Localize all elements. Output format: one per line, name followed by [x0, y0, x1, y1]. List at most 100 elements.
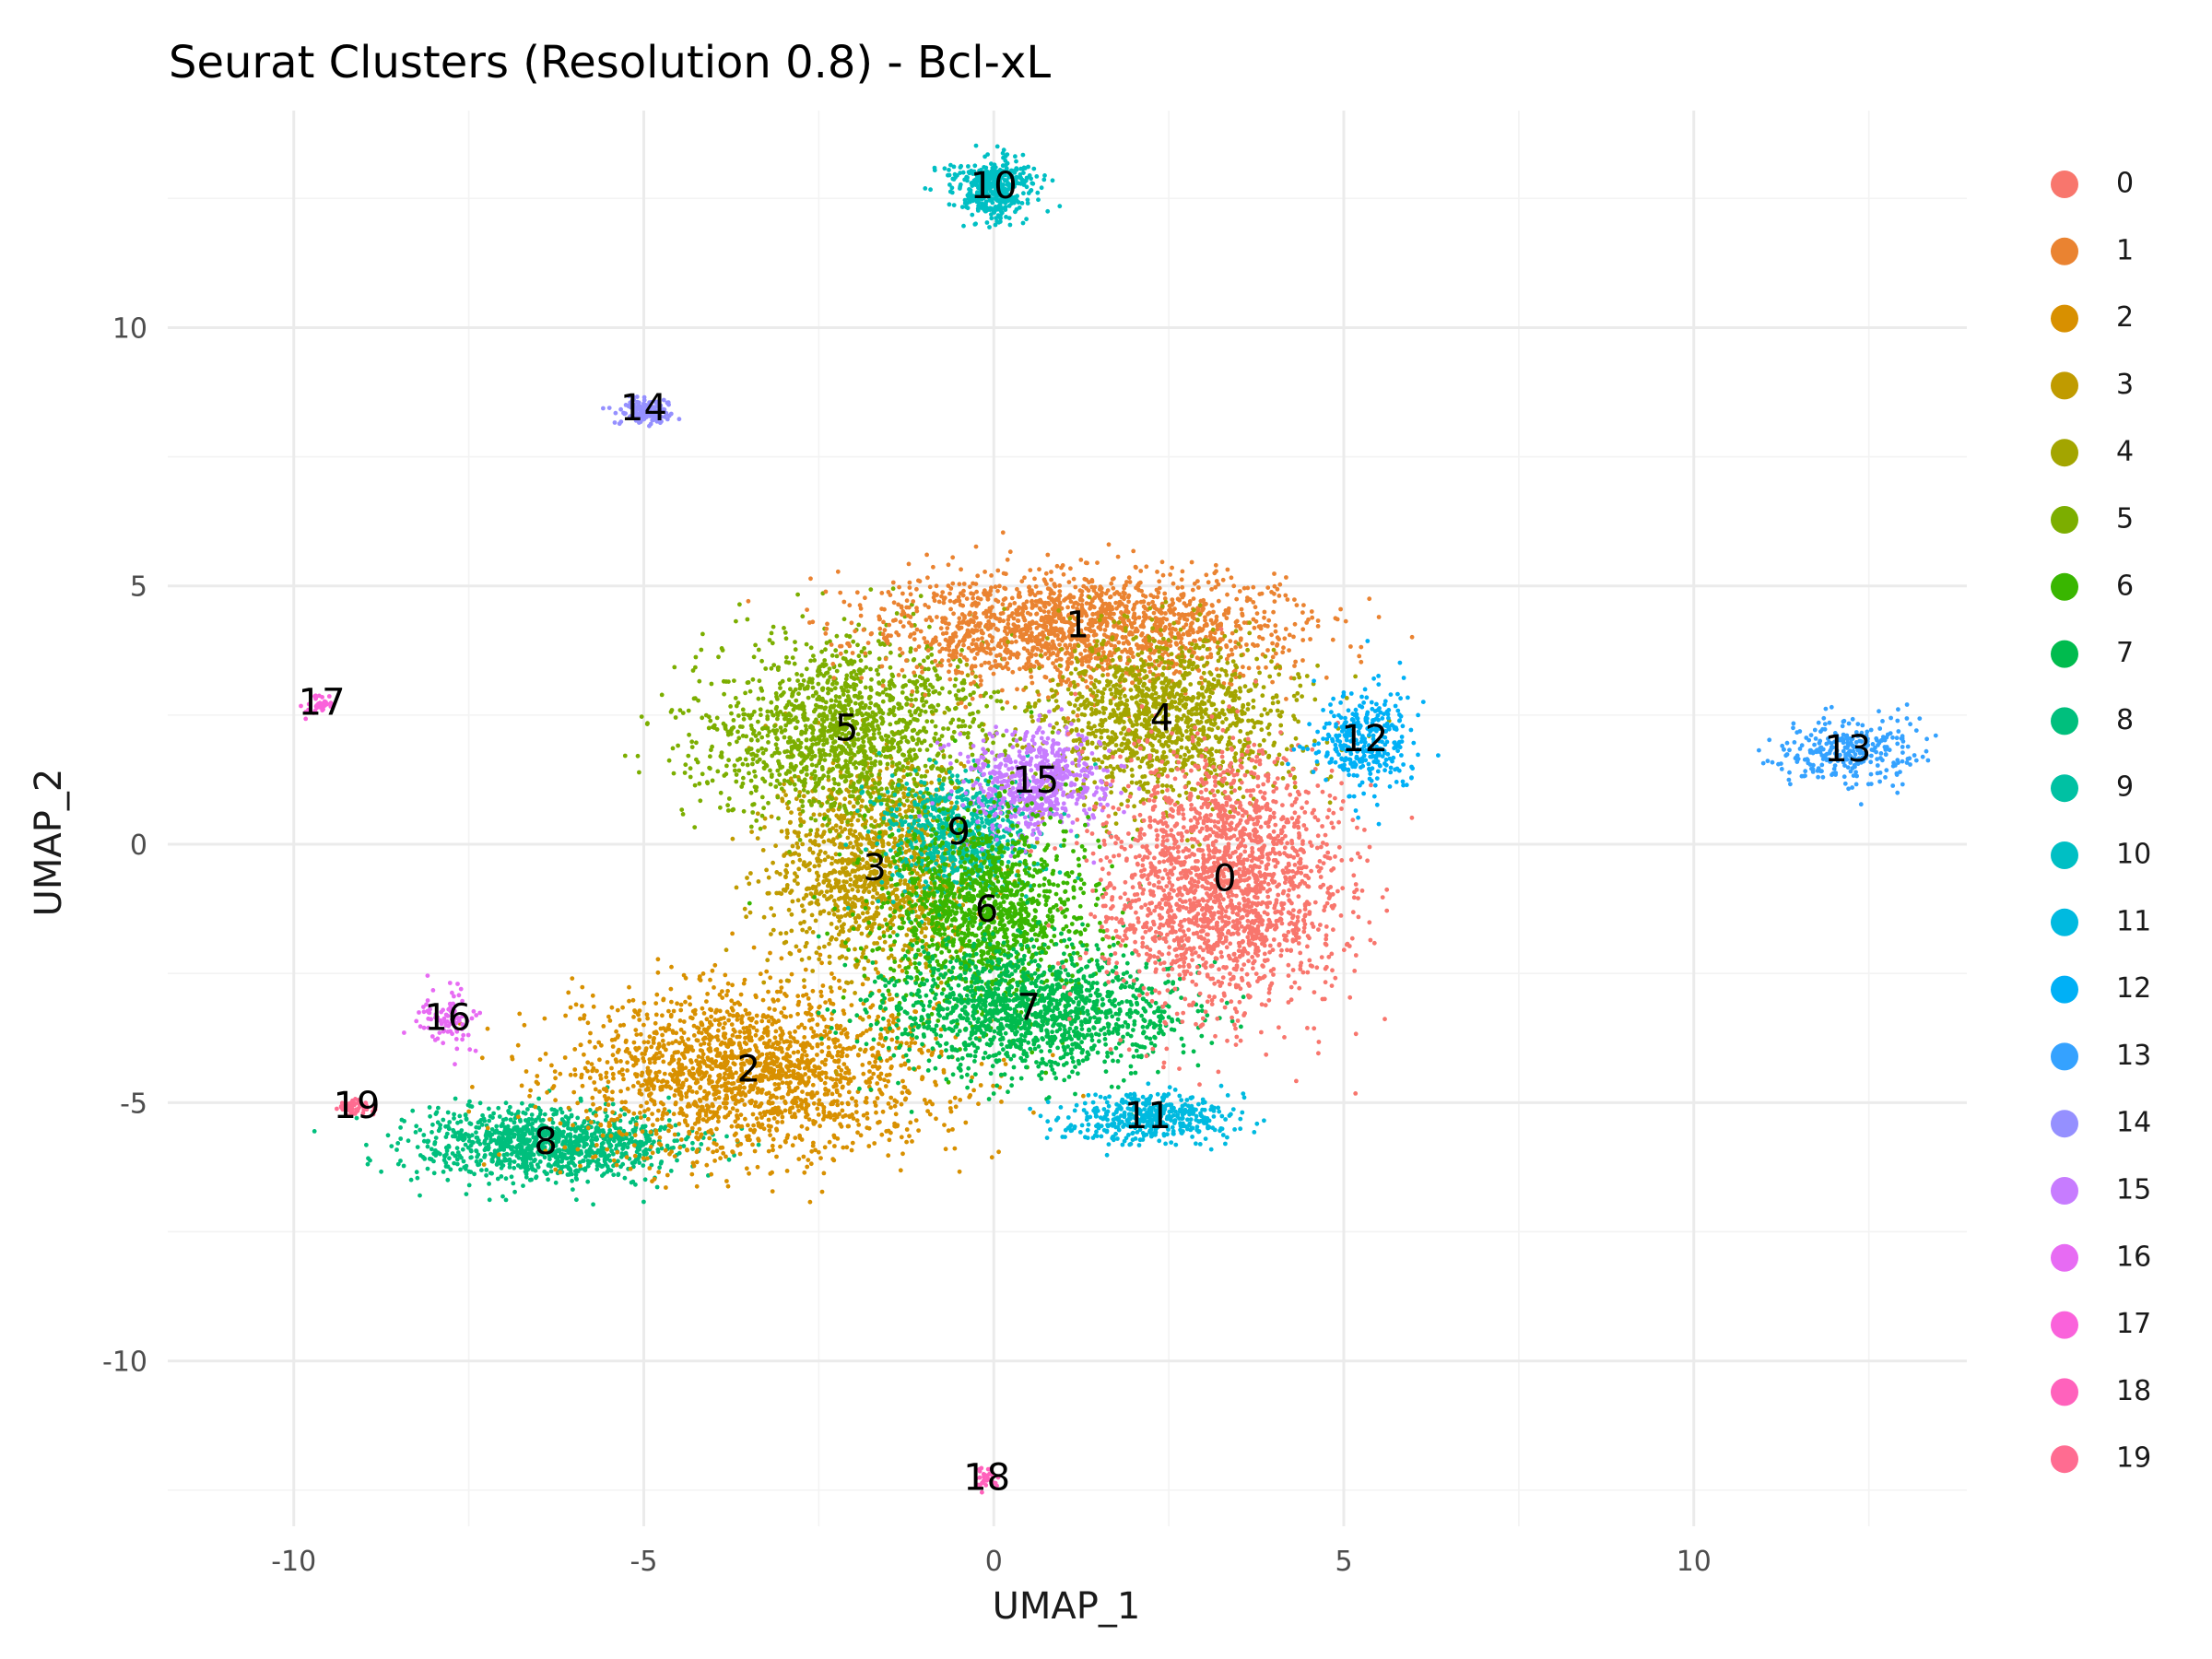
cell-point — [723, 1041, 727, 1046]
cell-point — [801, 1154, 806, 1159]
cell-point — [748, 747, 754, 751]
cell-point — [889, 883, 895, 888]
cell-point — [803, 967, 808, 972]
cell-point — [495, 1138, 500, 1144]
cell-point — [886, 1018, 891, 1024]
cell-point — [724, 1093, 729, 1098]
cell-point — [581, 1138, 585, 1144]
cell-point — [646, 1072, 652, 1077]
cell-point — [570, 1155, 574, 1160]
cell-point — [903, 809, 909, 814]
cell-point — [737, 1034, 742, 1040]
cell-point — [829, 888, 833, 893]
cell-point — [783, 1054, 789, 1060]
cell-point — [734, 1131, 738, 1136]
cell-point — [822, 944, 827, 949]
cell-point — [825, 800, 830, 805]
cell-point — [742, 1102, 747, 1107]
cell-point — [904, 1041, 910, 1046]
cell-point — [509, 1146, 513, 1151]
cell-point — [593, 1136, 598, 1142]
cell-point — [524, 1137, 530, 1142]
cell-point — [436, 1105, 441, 1111]
cell-point — [694, 1135, 699, 1140]
cell-point — [846, 857, 852, 862]
cell-point — [877, 988, 882, 994]
cell-point — [657, 1135, 663, 1140]
cell-point — [853, 1110, 859, 1114]
cell-point — [721, 1150, 726, 1156]
cell-point — [565, 1172, 571, 1177]
cell-point — [739, 1020, 745, 1025]
cell-point — [853, 991, 857, 995]
cell-point — [717, 1021, 723, 1027]
cell-point — [959, 648, 964, 653]
cell-point — [811, 1100, 817, 1106]
cell-point — [908, 1120, 913, 1125]
cell-point — [513, 1146, 519, 1150]
cell-point — [831, 975, 837, 981]
cell-point — [766, 1117, 771, 1123]
cell-point — [737, 1002, 743, 1007]
cell-point — [796, 853, 802, 857]
cell-point — [681, 1053, 687, 1058]
cell-point — [750, 802, 755, 807]
cell-point — [833, 796, 839, 801]
cell-point — [553, 1167, 559, 1172]
cell-point — [796, 1157, 802, 1161]
cell-point — [614, 1162, 619, 1168]
cell-point — [793, 640, 797, 644]
cell-point — [767, 1006, 772, 1011]
cell-point — [811, 653, 816, 658]
cell-point — [830, 1091, 835, 1097]
cell-point — [837, 787, 842, 793]
cell-point — [714, 1053, 720, 1058]
cell-point — [808, 658, 813, 664]
cell-point — [853, 920, 859, 924]
cell-point — [887, 841, 891, 847]
cell-point — [724, 1085, 729, 1089]
cell-point — [938, 980, 944, 985]
cell-point — [580, 1004, 584, 1008]
cell-point — [711, 1110, 716, 1115]
cell-point — [502, 1127, 508, 1133]
cell-point — [526, 1144, 532, 1149]
cell-point — [649, 1044, 654, 1050]
cell-point — [839, 1030, 844, 1036]
cell-point — [661, 1026, 666, 1030]
cell-point — [603, 1107, 608, 1112]
cell-point — [748, 1018, 754, 1023]
cell-point — [821, 830, 827, 834]
cell-point — [736, 1041, 742, 1046]
cell-point — [610, 1044, 616, 1049]
cell-point — [831, 898, 837, 903]
cell-point — [754, 1116, 759, 1121]
cell-point — [914, 689, 920, 694]
cell-point — [866, 1060, 872, 1065]
cell-point — [888, 906, 893, 912]
cell-point — [572, 1072, 578, 1077]
cell-point — [851, 1044, 856, 1050]
cell-point — [662, 1042, 666, 1048]
cell-point — [546, 1163, 551, 1168]
cell-point — [684, 1091, 688, 1096]
cell-point — [831, 1099, 837, 1104]
cell-point — [568, 1132, 573, 1137]
cell-point — [846, 1045, 852, 1051]
cell-point — [631, 1063, 636, 1068]
cell-point — [735, 1116, 740, 1121]
cell-point — [746, 680, 751, 685]
cell-point — [805, 1011, 810, 1017]
cell-point — [747, 1023, 753, 1029]
cell-point — [415, 1175, 420, 1181]
cell-point — [590, 1141, 594, 1146]
cell-point — [627, 998, 631, 1004]
cell-point — [445, 1164, 451, 1170]
cell-point — [466, 1182, 472, 1188]
cell-point — [606, 1079, 611, 1085]
cell-point — [741, 1026, 747, 1030]
cell-point — [566, 1105, 571, 1111]
cell-point — [900, 947, 906, 952]
cell-point — [525, 1167, 531, 1172]
cell-point — [828, 1076, 833, 1081]
